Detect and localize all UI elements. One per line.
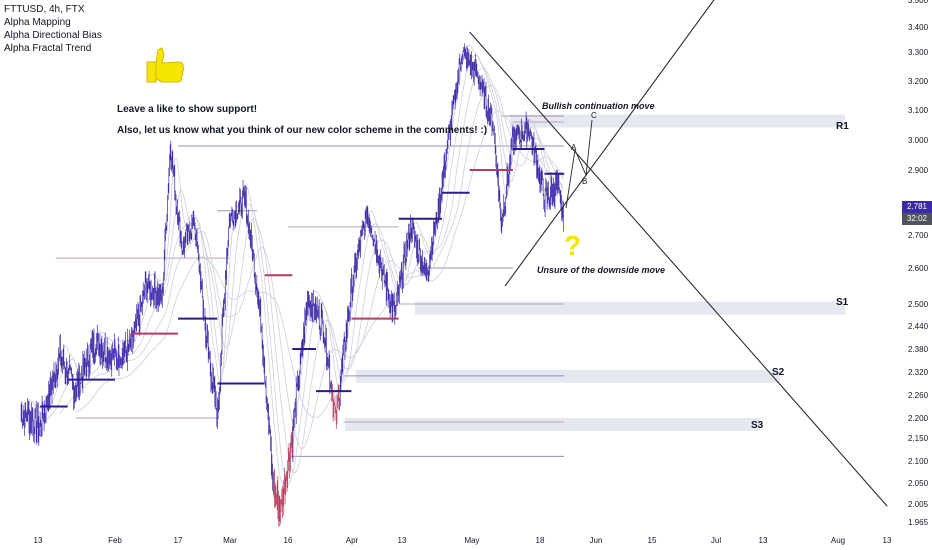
time-tick: 13 (883, 536, 892, 545)
time-tick: Jun (590, 536, 603, 545)
price-tick: 2.260 (908, 391, 929, 400)
price-tick: 2.500 (908, 300, 929, 309)
price-tick: 2.700 (908, 231, 929, 240)
time-tick: May (464, 536, 479, 545)
price-tick: 3.400 (908, 23, 929, 32)
time-tick: 17 (174, 536, 183, 545)
price-tick: 2.050 (908, 479, 929, 488)
level-s2-label: S2 (772, 367, 785, 378)
time-tick: 15 (648, 536, 657, 545)
level-s3-label: S3 (751, 420, 764, 431)
time-tick: 13 (34, 536, 43, 545)
price-tick: 2.100 (908, 457, 929, 466)
point-b-label: B (582, 177, 588, 186)
time-tick: Aug (831, 536, 845, 545)
time-tick: Mar (223, 536, 237, 545)
price-tick: 3.100 (908, 106, 929, 115)
price-tick: 2.200 (908, 414, 929, 423)
level-band-s1 (415, 301, 845, 315)
time-axis: 13 Feb 17 Mar 16 Apr 13 May 18 Jun 15 Jul 13 Aug 13 (34, 536, 892, 545)
level-band-s3 (345, 418, 760, 431)
countdown-label: 32:02 (902, 213, 932, 225)
indicator-alpha-directional-bias[interactable]: Alpha Directional Bias (4, 30, 102, 41)
question-mark-icon: ? (564, 230, 582, 261)
time-tick: 13 (398, 536, 407, 545)
moving-average (59, 85, 564, 449)
symbol-title[interactable]: FTTUSD, 4h, FTX (4, 4, 85, 15)
time-tick: 16 (284, 536, 293, 545)
price-tick: 2.320 (908, 368, 929, 377)
price-axis: 3.5003.4003.3003.2003.1003.0002.9002.800… (908, 0, 929, 527)
descending-resistance-line (469, 31, 888, 507)
level-band-s2 (356, 369, 780, 383)
price-tick: 3.000 (908, 136, 929, 145)
price-tick: 1.965 (908, 518, 929, 527)
price-tick: 3.500 (908, 0, 929, 5)
bullish-continuation-label: Bullish continuation move (542, 101, 655, 111)
price-tick: 3.200 (908, 77, 929, 86)
time-tick: 18 (536, 536, 545, 545)
ascending-support-line (504, 0, 715, 287)
time-tick: Jul (711, 536, 721, 545)
unsure-downside-label: Unsure of the downside move (537, 265, 666, 275)
price-tick: 3.300 (908, 48, 929, 57)
level-bands (345, 114, 845, 431)
price-tick: 2.380 (908, 345, 929, 354)
level-band-r1 (510, 114, 845, 128)
time-tick: 13 (759, 536, 768, 545)
horizontal-rays (55, 115, 565, 457)
price-tick: 2.600 (908, 264, 929, 273)
price-tick: 2.440 (908, 322, 929, 331)
time-tick: Apr (346, 536, 359, 545)
candles (20, 43, 564, 527)
like-note: Leave a like to show support! (117, 104, 258, 115)
indicator-alpha-fractal-trend[interactable]: Alpha Fractal Trend (4, 43, 92, 54)
thumbs-up-icon (146, 47, 185, 83)
moving-average (76, 110, 564, 418)
time-tick: Feb (108, 536, 122, 545)
price-tick: 2.900 (908, 166, 929, 175)
trendlines (469, 0, 888, 507)
level-r1-label: R1 (836, 121, 849, 132)
point-a-label: A (571, 143, 577, 152)
abc-pattern (565, 119, 593, 209)
point-c-label: C (591, 111, 597, 120)
level-s1-label: S1 (836, 297, 849, 308)
trend-steps (40, 148, 565, 408)
last-price-label: 2.781 (902, 201, 932, 213)
chart-legend: FTTUSD, 4h, FTX Alpha Mapping Alpha Dire… (4, 3, 102, 55)
price-tick: 2.150 (908, 434, 929, 443)
abc-zigzag (565, 119, 593, 209)
color-scheme-note: Also, let us know what you think of our … (117, 125, 488, 136)
price-tick: 2.005 (908, 500, 929, 509)
indicator-alpha-mapping[interactable]: Alpha Mapping (4, 17, 71, 28)
